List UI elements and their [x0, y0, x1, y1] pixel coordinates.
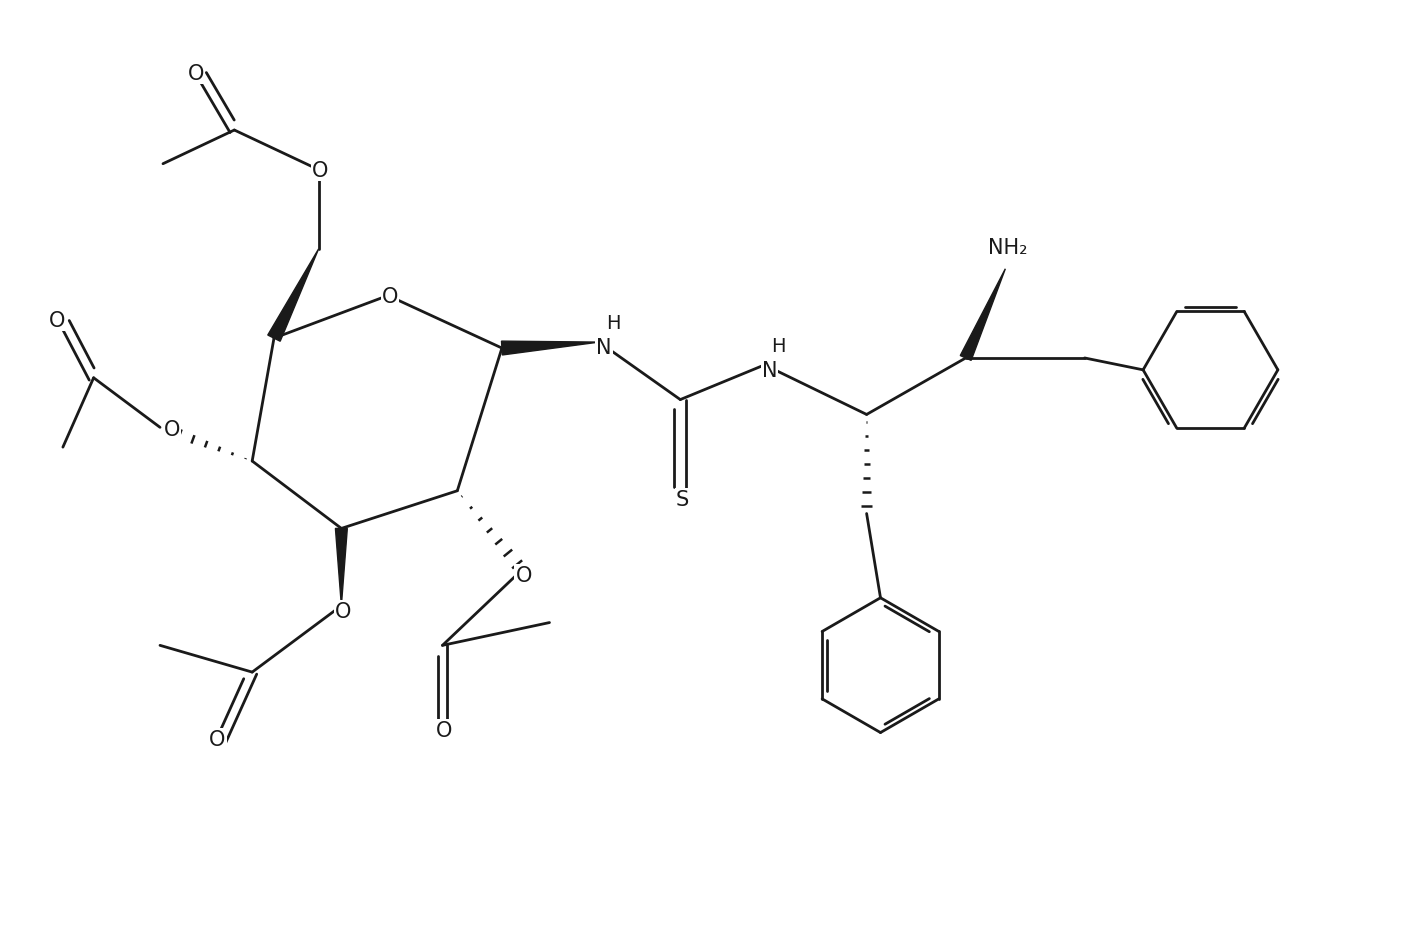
Text: O: O [515, 565, 532, 585]
Polygon shape [960, 270, 1006, 361]
Text: S: S [675, 489, 689, 509]
Text: O: O [210, 730, 225, 750]
Text: N: N [596, 337, 612, 358]
Text: O: O [313, 160, 328, 181]
Text: O: O [382, 286, 398, 306]
Polygon shape [335, 528, 347, 606]
Text: O: O [164, 420, 180, 439]
Polygon shape [501, 342, 599, 356]
Text: O: O [437, 719, 452, 740]
Text: H: H [605, 313, 621, 333]
Polygon shape [268, 249, 318, 342]
Text: N: N [762, 361, 778, 380]
Text: O: O [187, 63, 204, 83]
Text: O: O [335, 601, 351, 621]
Text: H: H [771, 337, 786, 355]
Text: O: O [49, 311, 66, 331]
Text: NH₂: NH₂ [987, 237, 1027, 258]
